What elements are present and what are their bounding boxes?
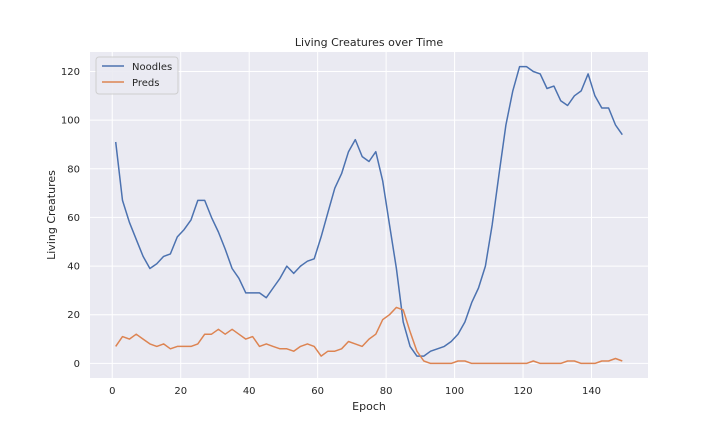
y-tick-label: 120 <box>61 67 80 78</box>
x-tick-label: 20 <box>174 386 187 397</box>
chart-title: Living Creatures over Time <box>295 36 443 49</box>
y-tick-label: 0 <box>74 359 80 370</box>
y-tick-label: 20 <box>67 310 80 321</box>
y-tick-label: 40 <box>67 262 80 273</box>
x-tick-label: 120 <box>514 386 533 397</box>
legend-label-preds: Preds <box>132 78 159 89</box>
series-lines <box>114 65 623 365</box>
plot-background <box>90 52 648 378</box>
x-tick-label: 0 <box>109 386 115 397</box>
series-line-noodles <box>114 65 623 357</box>
legend-label-noodles: Noodles <box>132 62 172 73</box>
x-tick-labels: 0 20 40 60 80 100 120 140 <box>109 386 601 397</box>
legend: Noodles Preds <box>95 56 179 95</box>
y-tick-label: 80 <box>67 164 80 175</box>
grid-lines <box>90 52 648 378</box>
y-axis-label: Living Creatures <box>45 170 58 260</box>
x-tick-label: 60 <box>311 386 324 397</box>
x-axis-label: Epoch <box>352 400 386 413</box>
y-tick-labels: 0 20 40 60 80 100 120 <box>61 67 80 370</box>
x-tick-label: 40 <box>243 386 256 397</box>
y-tick-label: 100 <box>61 116 80 127</box>
x-tick-label: 80 <box>380 386 393 397</box>
y-tick-label: 60 <box>67 213 80 224</box>
x-tick-label: 140 <box>582 386 601 397</box>
x-tick-label: 100 <box>445 386 464 397</box>
series-line-preds <box>115 306 623 365</box>
